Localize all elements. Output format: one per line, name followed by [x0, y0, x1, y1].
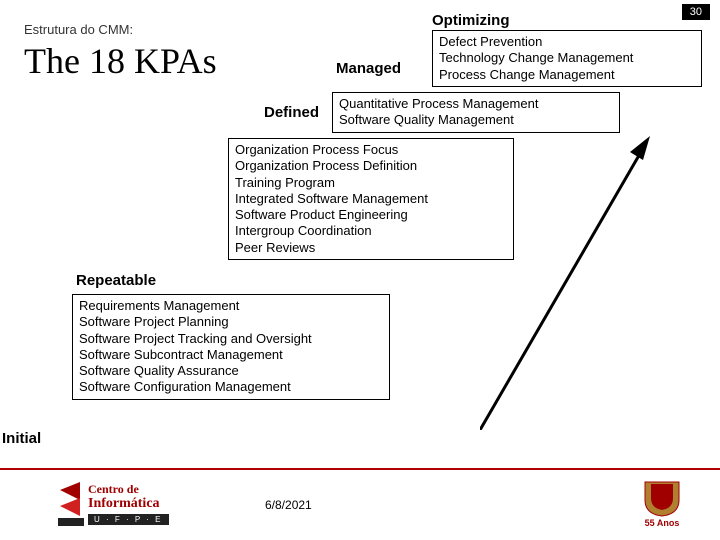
kpa-item: Training Program [235, 175, 507, 191]
logo-line2: Informática [88, 496, 160, 512]
kpa-item: Software Quality Assurance [79, 363, 383, 379]
logo-cin-ufpe: Centro de Informática U · F · P · E [58, 480, 188, 528]
kpa-item: Peer Reviews [235, 240, 507, 256]
kpa-box-managed: Quantitative Process Management Software… [332, 92, 620, 133]
slide-subtitle: Estrutura do CMM: [24, 22, 133, 37]
kpa-item: Organization Process Focus [235, 142, 507, 158]
kpa-box-optimizing: Defect Prevention Technology Change Mana… [432, 30, 702, 87]
kpa-item: Integrated Software Management [235, 191, 507, 207]
level-label-initial: Initial [2, 430, 41, 447]
level-label-repeatable: Repeatable [76, 272, 156, 289]
kpa-item: Software Quality Management [339, 112, 613, 128]
level-label-optimizing: Optimizing [432, 12, 510, 29]
footer-bar: Centro de Informática U · F · P · E 6/8/… [0, 468, 720, 540]
kpa-item: Software Subcontract Management [79, 347, 383, 363]
kpa-item: Quantitative Process Management [339, 96, 613, 112]
level-label-managed: Managed [336, 60, 401, 77]
kpa-item: Organization Process Definition [235, 158, 507, 174]
kpa-item: Intergroup Coordination [235, 223, 507, 239]
logo-right-caption: 55 Anos [632, 518, 692, 528]
footer-date: 6/8/2021 [265, 498, 312, 512]
logo-line3: U · F · P · E [88, 514, 169, 525]
kpa-box-defined: Organization Process Focus Organization … [228, 138, 514, 260]
kpa-box-repeatable: Requirements Management Software Project… [72, 294, 390, 400]
kpa-item: Defect Prevention [439, 34, 695, 50]
slide-number: 30 [682, 4, 710, 20]
kpa-item: Technology Change Management [439, 50, 695, 66]
logo-ufpe-shield: 55 Anos [632, 480, 692, 530]
kpa-item: Process Change Management [439, 67, 695, 83]
kpa-item: Requirements Management [79, 298, 383, 314]
level-label-defined: Defined [264, 104, 319, 121]
kpa-item: Software Project Tracking and Oversight [79, 331, 383, 347]
logo-line1: Centro de [88, 482, 139, 497]
slide-title: The 18 KPAs [24, 40, 217, 82]
kpa-item: Software Configuration Management [79, 379, 383, 395]
kpa-item: Software Product Engineering [235, 207, 507, 223]
kpa-item: Software Project Planning [79, 314, 383, 330]
